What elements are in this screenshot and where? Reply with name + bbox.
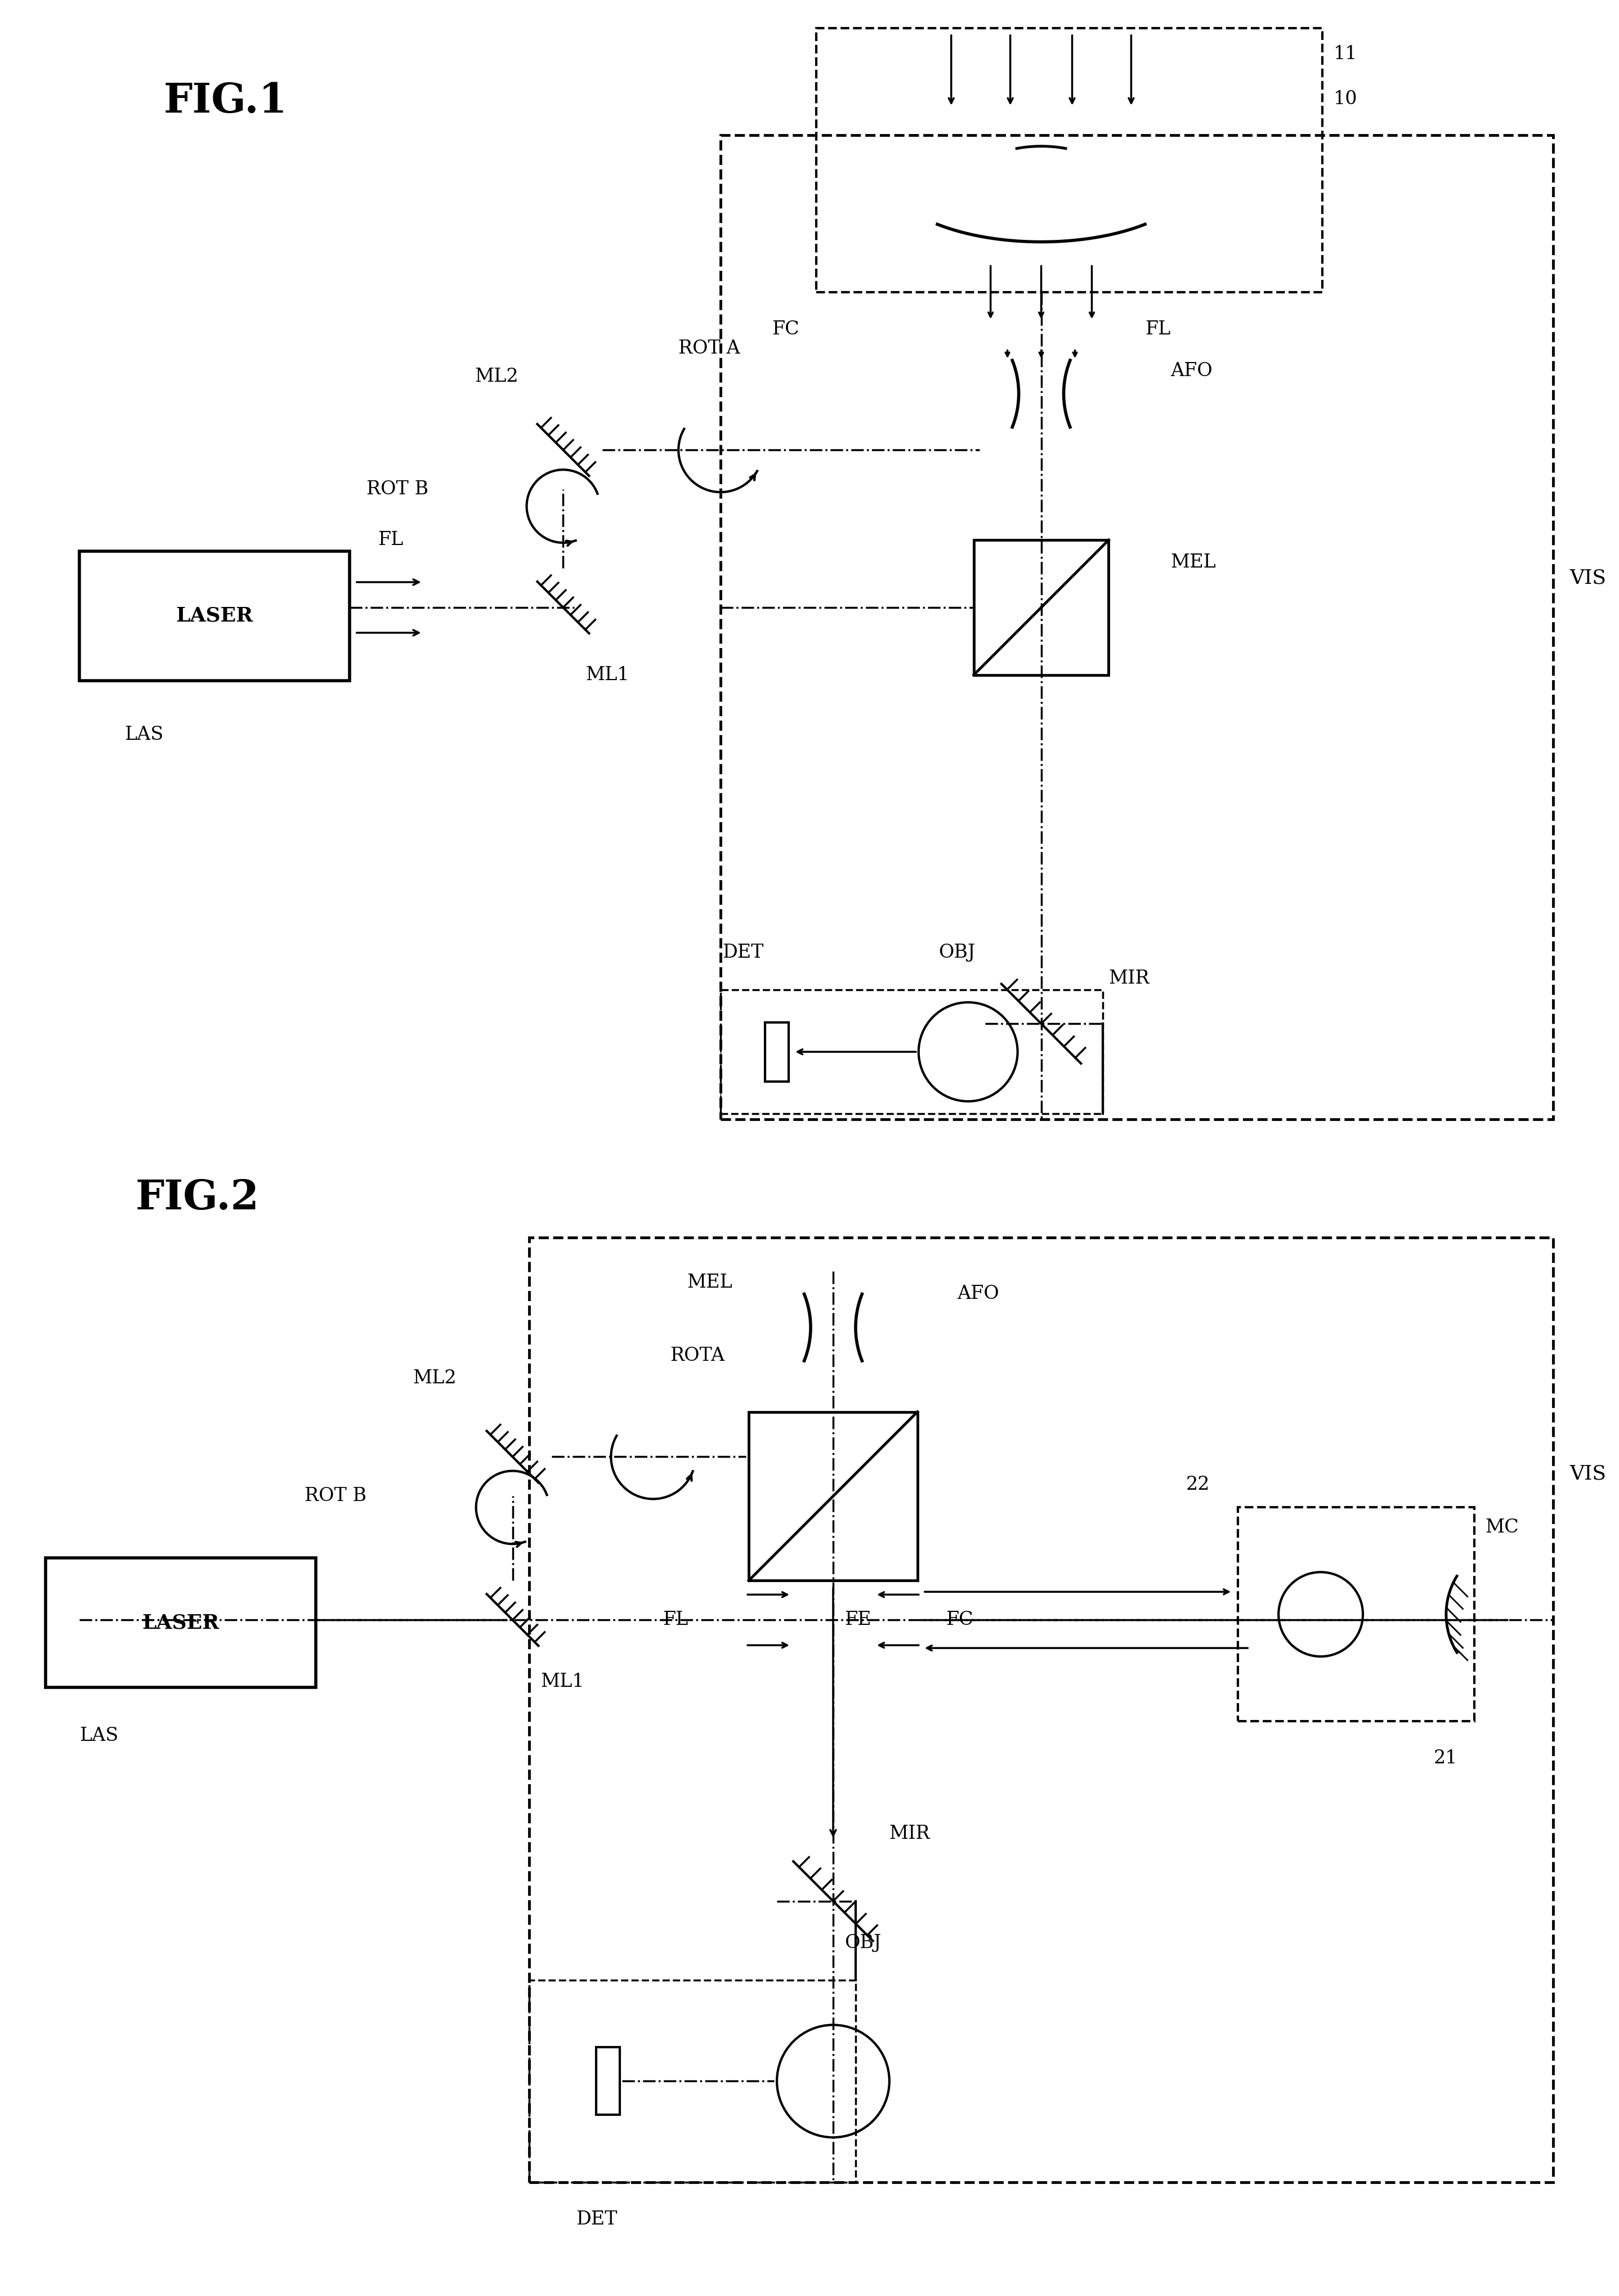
- Bar: [1239, 1508, 1475, 1722]
- Text: OBJ: OBJ: [939, 944, 975, 962]
- Text: FIG.2: FIG.2: [136, 1178, 259, 1219]
- Bar: [529, 1979, 855, 2183]
- Text: ROT B: ROT B: [366, 480, 429, 498]
- Text: AFO: AFO: [1171, 363, 1213, 381]
- Bar: [45, 1559, 316, 1688]
- Text: MC: MC: [1486, 1518, 1519, 1536]
- Text: ROT A: ROT A: [678, 340, 740, 358]
- Text: ML2: ML2: [413, 1368, 457, 1387]
- Text: AFO: AFO: [957, 1286, 999, 1302]
- Text: FL: FL: [1145, 321, 1171, 338]
- Text: FL: FL: [662, 1612, 688, 1628]
- Bar: [529, 1238, 1553, 2183]
- Text: MEL: MEL: [1171, 553, 1216, 572]
- Text: ROTA: ROTA: [670, 1345, 725, 1364]
- Text: ML1: ML1: [586, 666, 630, 684]
- Text: VIS: VIS: [1570, 569, 1606, 588]
- Text: ML1: ML1: [541, 1674, 584, 1690]
- Text: ROT B: ROT B: [304, 1488, 366, 1506]
- Text: LAS: LAS: [79, 1727, 118, 1745]
- Bar: [816, 28, 1323, 292]
- Bar: [79, 551, 350, 680]
- Text: VIS: VIS: [1570, 1465, 1606, 1483]
- Text: DET: DET: [722, 944, 764, 962]
- Text: OBJ: OBJ: [845, 1933, 881, 1952]
- Text: LAS: LAS: [125, 726, 164, 744]
- Text: 11: 11: [1334, 46, 1358, 62]
- Text: FIG.1: FIG.1: [164, 80, 288, 122]
- Text: 10: 10: [1334, 90, 1358, 108]
- Text: LASER: LASER: [142, 1614, 220, 1632]
- Text: MIR: MIR: [889, 1825, 931, 1844]
- Text: FC: FC: [945, 1612, 973, 1628]
- Text: MIR: MIR: [1109, 969, 1149, 987]
- Text: FL: FL: [377, 530, 403, 549]
- Text: 22: 22: [1187, 1476, 1209, 1495]
- Text: MEL: MEL: [686, 1274, 732, 1290]
- Text: FE: FE: [845, 1612, 871, 1628]
- Bar: [720, 990, 1103, 1114]
- Bar: [720, 135, 1553, 1120]
- Text: ML2: ML2: [474, 367, 518, 386]
- Text: DET: DET: [576, 2211, 617, 2229]
- Text: FC: FC: [772, 321, 800, 338]
- Text: LASER: LASER: [176, 606, 253, 625]
- Text: 21: 21: [1433, 1750, 1457, 1768]
